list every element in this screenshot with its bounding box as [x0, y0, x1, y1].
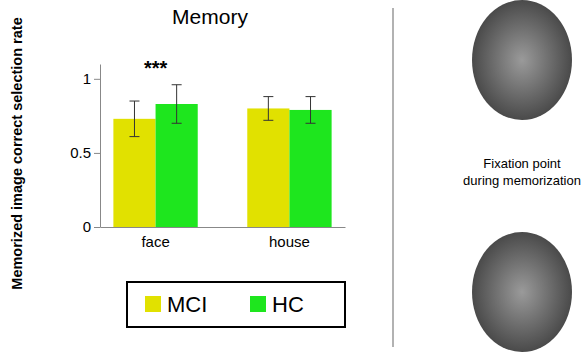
- y-tick-mark: [94, 227, 100, 228]
- y-tick: 0.5: [70, 144, 100, 161]
- x-axis: face house: [101, 227, 346, 250]
- error-bar: [263, 97, 273, 121]
- separator: [392, 8, 394, 347]
- error-bar: [306, 97, 316, 124]
- plot-area: [113, 85, 331, 227]
- y-axis-title: Memorized image correct selection rate: [9, 17, 25, 289]
- y-tick: 1: [83, 70, 100, 87]
- chart-title: Memory: [172, 5, 248, 28]
- legend-label: MCI: [167, 292, 207, 317]
- y-tick-mark: [94, 153, 100, 154]
- legend: MCI HC: [127, 282, 345, 327]
- x-tick: face: [141, 227, 169, 250]
- y-axis: 00.51: [70, 65, 100, 236]
- y-tick-mark: [94, 79, 100, 80]
- legend-box: [127, 282, 345, 327]
- x-axis-line: [101, 227, 346, 228]
- y-tick: 0: [83, 218, 100, 235]
- x-tick-label: house: [269, 233, 310, 250]
- annotation: ***: [144, 57, 168, 79]
- error-bar: [172, 85, 182, 124]
- bar: [247, 108, 289, 227]
- y-tick-label: 1: [83, 70, 91, 87]
- legend-swatch: [250, 296, 266, 312]
- y-tick-label: 0.5: [70, 144, 91, 161]
- y-tick-label: 0: [83, 218, 91, 235]
- face-image: [472, 232, 572, 352]
- y-axis-line: [100, 65, 101, 228]
- x-tick: house: [269, 227, 310, 250]
- x-tick-label: face: [141, 233, 169, 250]
- caption: Fixation point: [483, 156, 561, 171]
- error-bar: [129, 101, 139, 137]
- bar: [289, 110, 331, 227]
- legend-swatch: [145, 296, 161, 312]
- face-image: [472, 0, 572, 120]
- legend-label: HC: [272, 292, 304, 317]
- caption: during memorization: [463, 173, 581, 188]
